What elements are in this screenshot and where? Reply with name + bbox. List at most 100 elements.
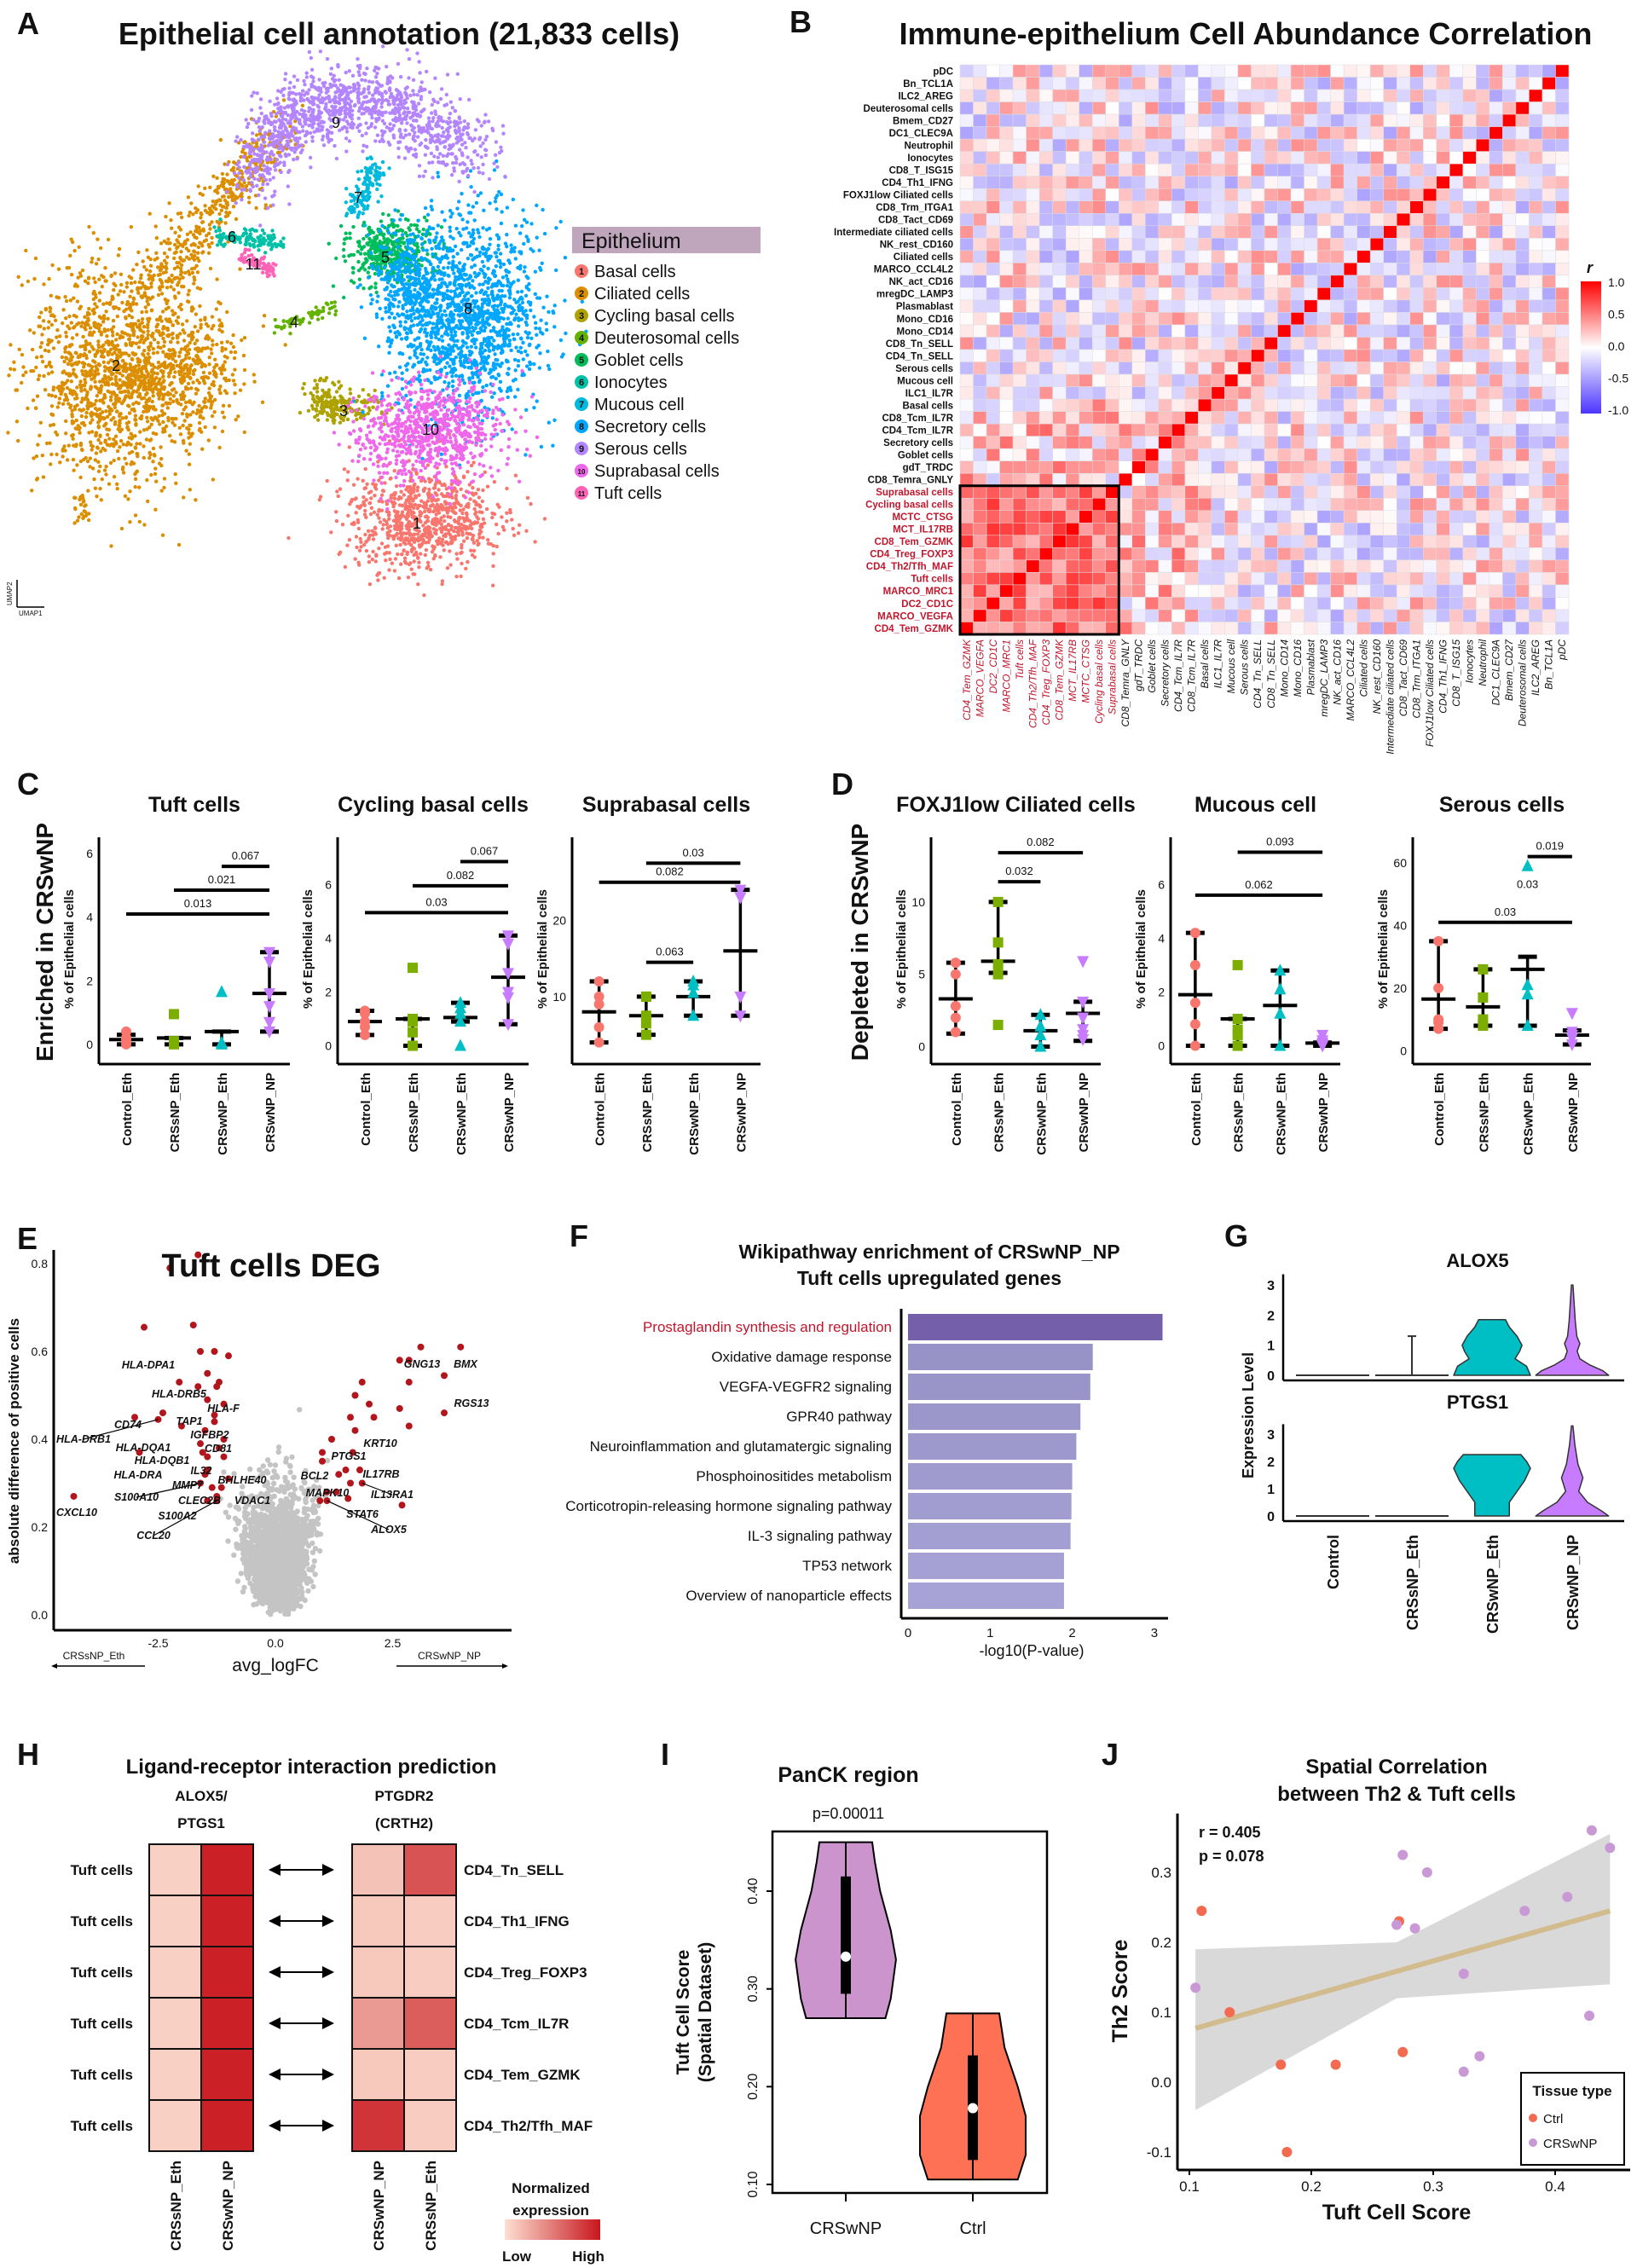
umap-cell-point xyxy=(238,194,243,198)
umap-cell-point xyxy=(496,531,500,536)
umap-cell-point xyxy=(43,388,48,392)
umap-cell-point xyxy=(356,477,360,481)
umap-cell-point xyxy=(362,512,367,517)
umap-cell-point xyxy=(492,391,496,396)
umap-cell-point xyxy=(373,525,378,529)
umap-cell-point xyxy=(196,245,200,250)
umap-cell-point xyxy=(208,266,213,271)
umap-cell-point xyxy=(56,340,61,344)
umap-cell-point xyxy=(521,357,525,362)
umap-cell-point xyxy=(172,276,176,281)
umap-cell-point xyxy=(488,237,493,241)
umap-cell-point xyxy=(505,233,509,237)
umap-cell-point xyxy=(215,342,219,347)
umap-cell-point xyxy=(71,389,76,393)
umap-cell-point xyxy=(526,276,530,281)
umap-cell-point xyxy=(201,416,205,420)
umap-cell-point xyxy=(188,340,192,345)
umap-cell-point xyxy=(117,246,122,252)
umap-cell-point xyxy=(149,281,153,286)
umap-cell-point xyxy=(367,275,371,280)
umap-cell-point xyxy=(425,514,429,518)
panel-letter-e: E xyxy=(17,1221,38,1256)
umap-cell-point xyxy=(513,257,518,261)
umap-cell-point xyxy=(338,223,344,229)
umap-cell-point xyxy=(130,395,134,399)
umap-cell-point xyxy=(356,504,360,509)
umap-cell-point xyxy=(397,495,402,500)
umap-cell-point xyxy=(372,242,376,246)
umap-cell-point xyxy=(466,203,471,207)
umap-cell-point xyxy=(85,310,90,315)
umap-cell-point xyxy=(147,398,151,403)
umap-cell-point xyxy=(367,500,373,506)
umap-cell-point xyxy=(124,342,128,346)
umap-cell-point xyxy=(149,285,153,289)
umap-cell-point xyxy=(72,373,78,377)
umap-cell-point xyxy=(189,386,194,391)
umap-cell-point xyxy=(419,534,424,538)
umap-cell-point xyxy=(77,360,81,364)
umap-cell-point xyxy=(466,220,470,224)
umap-cell-point xyxy=(198,304,202,309)
umap-cell-point xyxy=(238,240,242,245)
umap-cell-point xyxy=(348,231,352,235)
umap-cell-point xyxy=(146,345,151,350)
umap-cell-point xyxy=(480,298,484,302)
umap-cell-point xyxy=(516,290,520,294)
umap-cell-point xyxy=(88,456,93,460)
umap-cell-point xyxy=(72,420,76,425)
umap-cell-point xyxy=(351,281,356,285)
umap-cell-point xyxy=(95,414,100,419)
umap-cell-point xyxy=(367,178,371,182)
umap-cell-point xyxy=(173,230,177,234)
umap-cell-point xyxy=(460,561,464,566)
umap-cell-point xyxy=(387,325,391,329)
umap-cell-point xyxy=(307,321,312,325)
umap-cell-point xyxy=(241,353,246,358)
panel-letter-c: C xyxy=(17,767,39,801)
umap-cell-point xyxy=(380,489,385,493)
umap-cell-point xyxy=(110,339,114,344)
umap-cell-point xyxy=(442,273,447,277)
umap-cell-point xyxy=(82,365,86,369)
umap-cell-point xyxy=(176,321,180,326)
umap-cell-point xyxy=(111,333,115,338)
umap-cell-point xyxy=(110,358,114,363)
umap-cell-point xyxy=(119,272,124,276)
umap-cell-point xyxy=(139,379,143,383)
umap-cell-point xyxy=(364,548,369,553)
umap-cell-point xyxy=(127,404,131,408)
umap-cell-point xyxy=(94,431,99,435)
umap-cell-point xyxy=(219,340,224,344)
umap-cell-point xyxy=(378,173,383,177)
umap-cell-point xyxy=(350,497,355,502)
umap-cell-point xyxy=(83,279,88,283)
umap-cell-point xyxy=(518,345,523,350)
umap-cell-point xyxy=(73,506,78,512)
umap-cell-point xyxy=(497,505,501,509)
umap-cell-point xyxy=(403,541,408,547)
umap-cell-point xyxy=(157,330,161,334)
umap-cell-point xyxy=(516,299,520,304)
umap-cell-point xyxy=(155,372,159,376)
umap-cell-point xyxy=(551,310,555,314)
umap-cell-point xyxy=(423,520,428,525)
umap-cell-point xyxy=(179,380,184,385)
umap-cell-point xyxy=(43,306,49,311)
umap-cell-point xyxy=(100,284,105,289)
umap-cell-point xyxy=(342,467,347,472)
umap-cell-point xyxy=(337,386,342,391)
umap-cell-point xyxy=(192,275,196,280)
umap-cell-point xyxy=(169,381,173,385)
umap-cell-point xyxy=(197,403,201,408)
umap-cell-point xyxy=(217,221,222,226)
umap-cell-point xyxy=(87,306,91,311)
umap-cell-point xyxy=(286,535,291,541)
umap-cell-point xyxy=(412,362,416,367)
umap-cell-point xyxy=(320,399,324,403)
umap-cell-point xyxy=(98,464,102,469)
umap-cell-point xyxy=(137,519,142,524)
umap-cell-point xyxy=(55,452,59,457)
umap-cell-point xyxy=(70,240,75,245)
